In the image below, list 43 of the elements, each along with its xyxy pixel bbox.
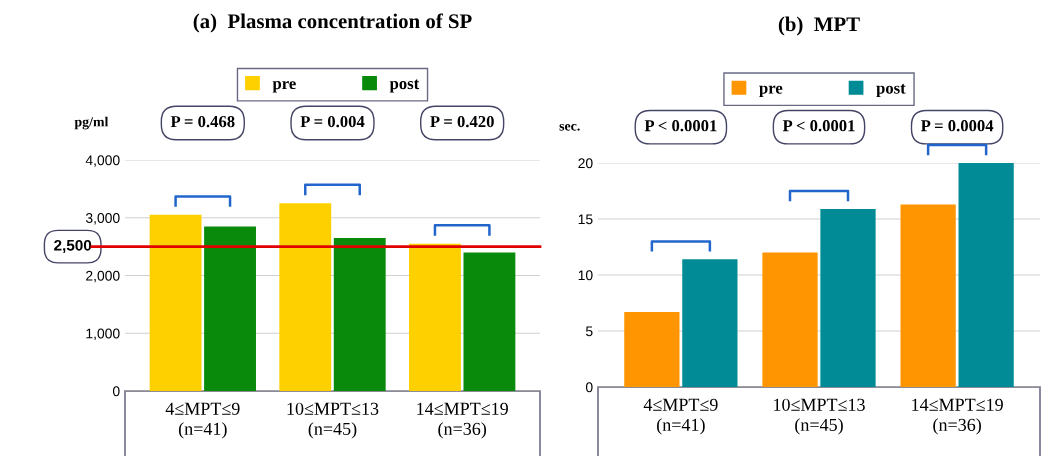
x-tick-label: 10≤MPT≤13 (n=45)	[287, 402, 379, 439]
y-tick-label: 15	[578, 214, 593, 225]
bar	[204, 226, 256, 391]
text: P = 0.0004	[920, 120, 994, 132]
y-tick-label: 5	[585, 326, 593, 337]
ref-line-label: 2,500	[54, 239, 92, 253]
legend-label: post	[876, 84, 906, 98]
bar	[409, 243, 461, 391]
chart-title: (b) MPT	[778, 16, 860, 36]
y-tick-label: 4,000	[85, 155, 120, 167]
x-tick-label: 4≤MPT≤9 (n=41)	[165, 402, 240, 439]
x-tick-label: 10≤MPT≤13 (n=45)	[774, 398, 865, 435]
text: P = 0.468	[170, 115, 235, 128]
y-tick-label: 1,000	[86, 328, 120, 341]
text: P = 0.004	[300, 115, 365, 128]
y-tick-label: 20	[578, 158, 593, 169]
x-tick-label: 14≤MPT≤19 (n=36)	[417, 402, 508, 439]
text: P = 0.420	[430, 115, 494, 128]
bar	[463, 252, 516, 391]
y-axis-title: pg/ml	[74, 116, 109, 130]
bar	[682, 259, 738, 387]
y-tick-label: 2,000	[86, 270, 120, 283]
x-tick-label: 14≤MPT≤19 (n=36)	[912, 398, 1003, 435]
bar	[149, 214, 202, 391]
chart-title: (a) Plasma concentration of SP	[193, 13, 472, 33]
y-tick-label: 0	[585, 382, 593, 393]
bar	[279, 203, 332, 391]
text: P < 0.0001	[644, 120, 717, 132]
bar	[958, 163, 1014, 387]
legend-label: pre	[759, 85, 783, 98]
bar	[820, 208, 876, 387]
bar	[624, 311, 680, 387]
y-axis-title: sec.	[559, 123, 580, 131]
text: P < 0.0001	[782, 120, 855, 132]
legend-label: pre	[272, 81, 296, 93]
bar	[333, 237, 386, 391]
legend-label: post	[389, 79, 420, 93]
x-tick-label: 4≤MPT≤9 (n=41)	[643, 398, 718, 435]
y-tick-label: 0	[112, 386, 120, 397]
y-tick-label: 3,000	[85, 213, 120, 225]
y-tick-label: 10	[578, 270, 593, 281]
bar	[900, 204, 956, 387]
bar	[762, 252, 818, 387]
